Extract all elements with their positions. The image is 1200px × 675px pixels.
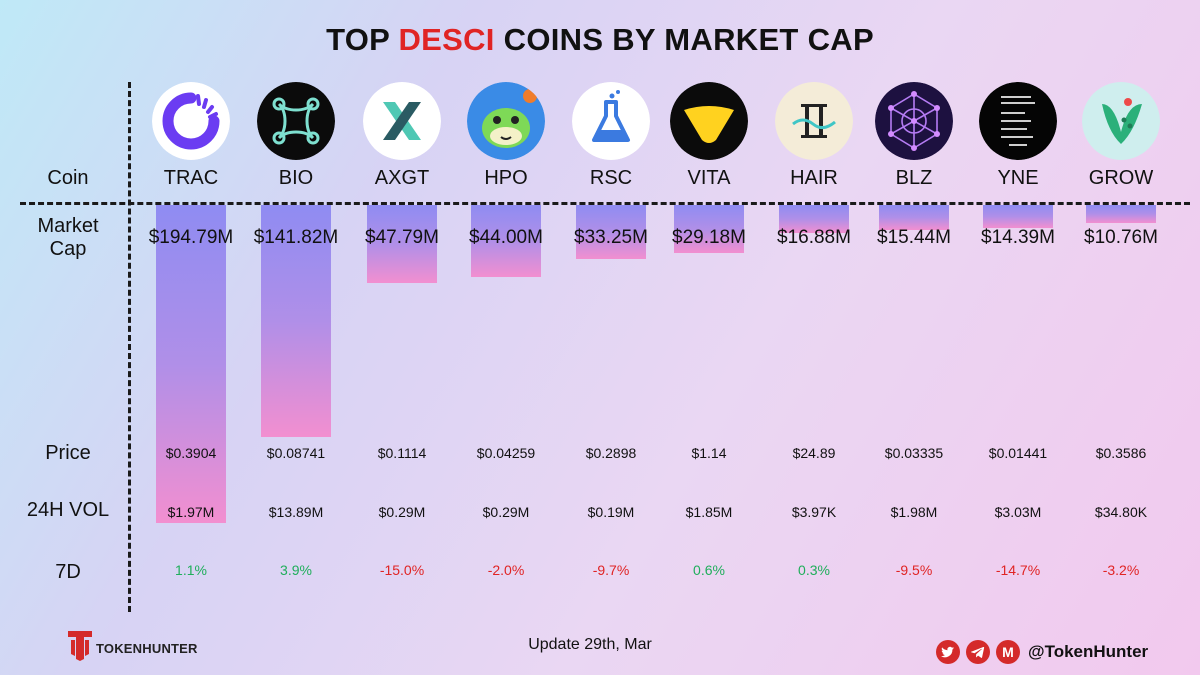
blz-icon bbox=[875, 82, 953, 160]
seven-day-change: -9.5% bbox=[895, 562, 933, 578]
volume-value: $13.89M bbox=[268, 504, 324, 520]
price-value: $0.3904 bbox=[165, 445, 217, 461]
coin-ticker: HAIR bbox=[790, 167, 838, 189]
title-highlight: DESCI bbox=[398, 22, 495, 57]
brand-name: TOKENHUNTER bbox=[96, 641, 198, 656]
coin-ticker: YNE bbox=[997, 167, 1039, 189]
market-cap-bar bbox=[779, 205, 849, 233]
price-value: $24.89 bbox=[792, 445, 836, 461]
horizontal-divider bbox=[20, 202, 1190, 205]
trac-icon bbox=[152, 82, 230, 160]
rsc-icon bbox=[572, 82, 650, 160]
market-cap-label: $33.25M bbox=[574, 227, 648, 248]
svg-text:M: M bbox=[1002, 644, 1014, 660]
row-label-market-cap: Market Cap bbox=[22, 215, 114, 261]
market-cap-bar bbox=[576, 205, 646, 259]
market-cap-label: $15.44M bbox=[877, 227, 951, 248]
volume-value: $0.19M bbox=[587, 504, 635, 520]
coin-ticker: BLZ bbox=[895, 167, 933, 189]
volume-value: $0.29M bbox=[482, 504, 530, 520]
market-cap-label: $16.88M bbox=[777, 227, 851, 248]
row-label-market-cap-line1: Market bbox=[37, 215, 99, 237]
medium-icon[interactable]: M bbox=[996, 640, 1020, 664]
coin-ticker: HPO bbox=[484, 167, 528, 189]
price-value: $0.03335 bbox=[884, 445, 944, 461]
volume-value: $3.97K bbox=[791, 504, 837, 520]
price-value: $0.01441 bbox=[988, 445, 1048, 461]
market-cap-label: $29.18M bbox=[672, 227, 746, 248]
tokenhunter-logo-icon bbox=[66, 628, 94, 667]
price-value: $0.08741 bbox=[266, 445, 326, 461]
seven-day-change: 0.3% bbox=[798, 562, 830, 578]
price-value: $0.1114 bbox=[377, 445, 427, 461]
market-cap-bar bbox=[156, 205, 226, 523]
row-label-price: Price bbox=[45, 442, 91, 464]
volume-value: $34.80K bbox=[1094, 504, 1148, 520]
volume-value: $1.85M bbox=[685, 504, 733, 520]
market-cap-label: $141.82M bbox=[253, 227, 339, 248]
seven-day-change: -14.7% bbox=[995, 562, 1041, 578]
update-date: Update 29th, Mar bbox=[528, 636, 652, 653]
grow-icon bbox=[1082, 82, 1160, 160]
volume-value: $3.03M bbox=[994, 504, 1042, 520]
seven-day-change: -2.0% bbox=[487, 562, 525, 578]
hpo-icon bbox=[467, 82, 545, 160]
coin-ticker: TRAC bbox=[163, 167, 219, 189]
price-value: $0.3586 bbox=[1095, 445, 1147, 461]
seven-day-change: 1.1% bbox=[175, 562, 207, 578]
market-cap-label: $10.76M bbox=[1084, 227, 1158, 248]
market-cap-bar bbox=[1086, 205, 1156, 223]
volume-value: $1.98M bbox=[890, 504, 938, 520]
seven-day-change: 3.9% bbox=[280, 562, 312, 578]
social-handle[interactable]: @TokenHunter bbox=[1028, 642, 1149, 661]
coin-ticker: GROW bbox=[1088, 167, 1154, 189]
seven-day-change: 0.6% bbox=[693, 562, 725, 578]
row-label-coin: Coin bbox=[47, 167, 89, 189]
volume-value: $1.97M bbox=[167, 504, 215, 520]
vertical-divider bbox=[128, 82, 131, 612]
title-part: COINS BY MARKET CAP bbox=[494, 22, 874, 57]
row-label-market-cap-line2: Cap bbox=[49, 238, 87, 260]
row-label-24h-vol: 24H VOL bbox=[26, 499, 110, 521]
market-cap-bar bbox=[983, 205, 1053, 228]
axgt-icon bbox=[363, 82, 441, 160]
market-cap-bar bbox=[261, 205, 331, 437]
title-part: TOP bbox=[326, 22, 399, 57]
price-value: $0.2898 bbox=[585, 445, 637, 461]
market-cap-bar bbox=[367, 205, 437, 283]
market-cap-bar bbox=[471, 205, 541, 277]
market-cap-label: $194.79M bbox=[148, 227, 234, 248]
market-cap-label: $47.79M bbox=[365, 227, 439, 248]
coin-ticker: RSC bbox=[589, 167, 633, 189]
seven-day-change: -15.0% bbox=[379, 562, 425, 578]
hair-icon bbox=[775, 82, 853, 160]
page-title: TOP DESCI COINS BY MARKET CAP bbox=[0, 22, 1200, 58]
vita-icon bbox=[670, 82, 748, 160]
price-value: $1.14 bbox=[691, 445, 727, 461]
seven-day-change: -3.2% bbox=[1102, 562, 1140, 578]
price-value: $0.04259 bbox=[476, 445, 536, 461]
market-cap-label: $14.39M bbox=[981, 227, 1055, 248]
telegram-icon[interactable] bbox=[966, 640, 990, 664]
market-cap-bar bbox=[674, 205, 744, 253]
coin-ticker: VITA bbox=[687, 167, 731, 189]
volume-value: $0.29M bbox=[378, 504, 426, 520]
yne-icon bbox=[979, 82, 1057, 160]
bio-icon bbox=[257, 82, 335, 160]
coin-ticker: AXGT bbox=[374, 167, 430, 189]
seven-day-change: -9.7% bbox=[592, 562, 630, 578]
row-label-7d: 7D bbox=[55, 561, 81, 583]
market-cap-bar bbox=[879, 205, 949, 230]
twitter-icon[interactable] bbox=[936, 640, 960, 664]
market-cap-label: $44.00M bbox=[469, 227, 543, 248]
coin-ticker: BIO bbox=[278, 167, 314, 189]
